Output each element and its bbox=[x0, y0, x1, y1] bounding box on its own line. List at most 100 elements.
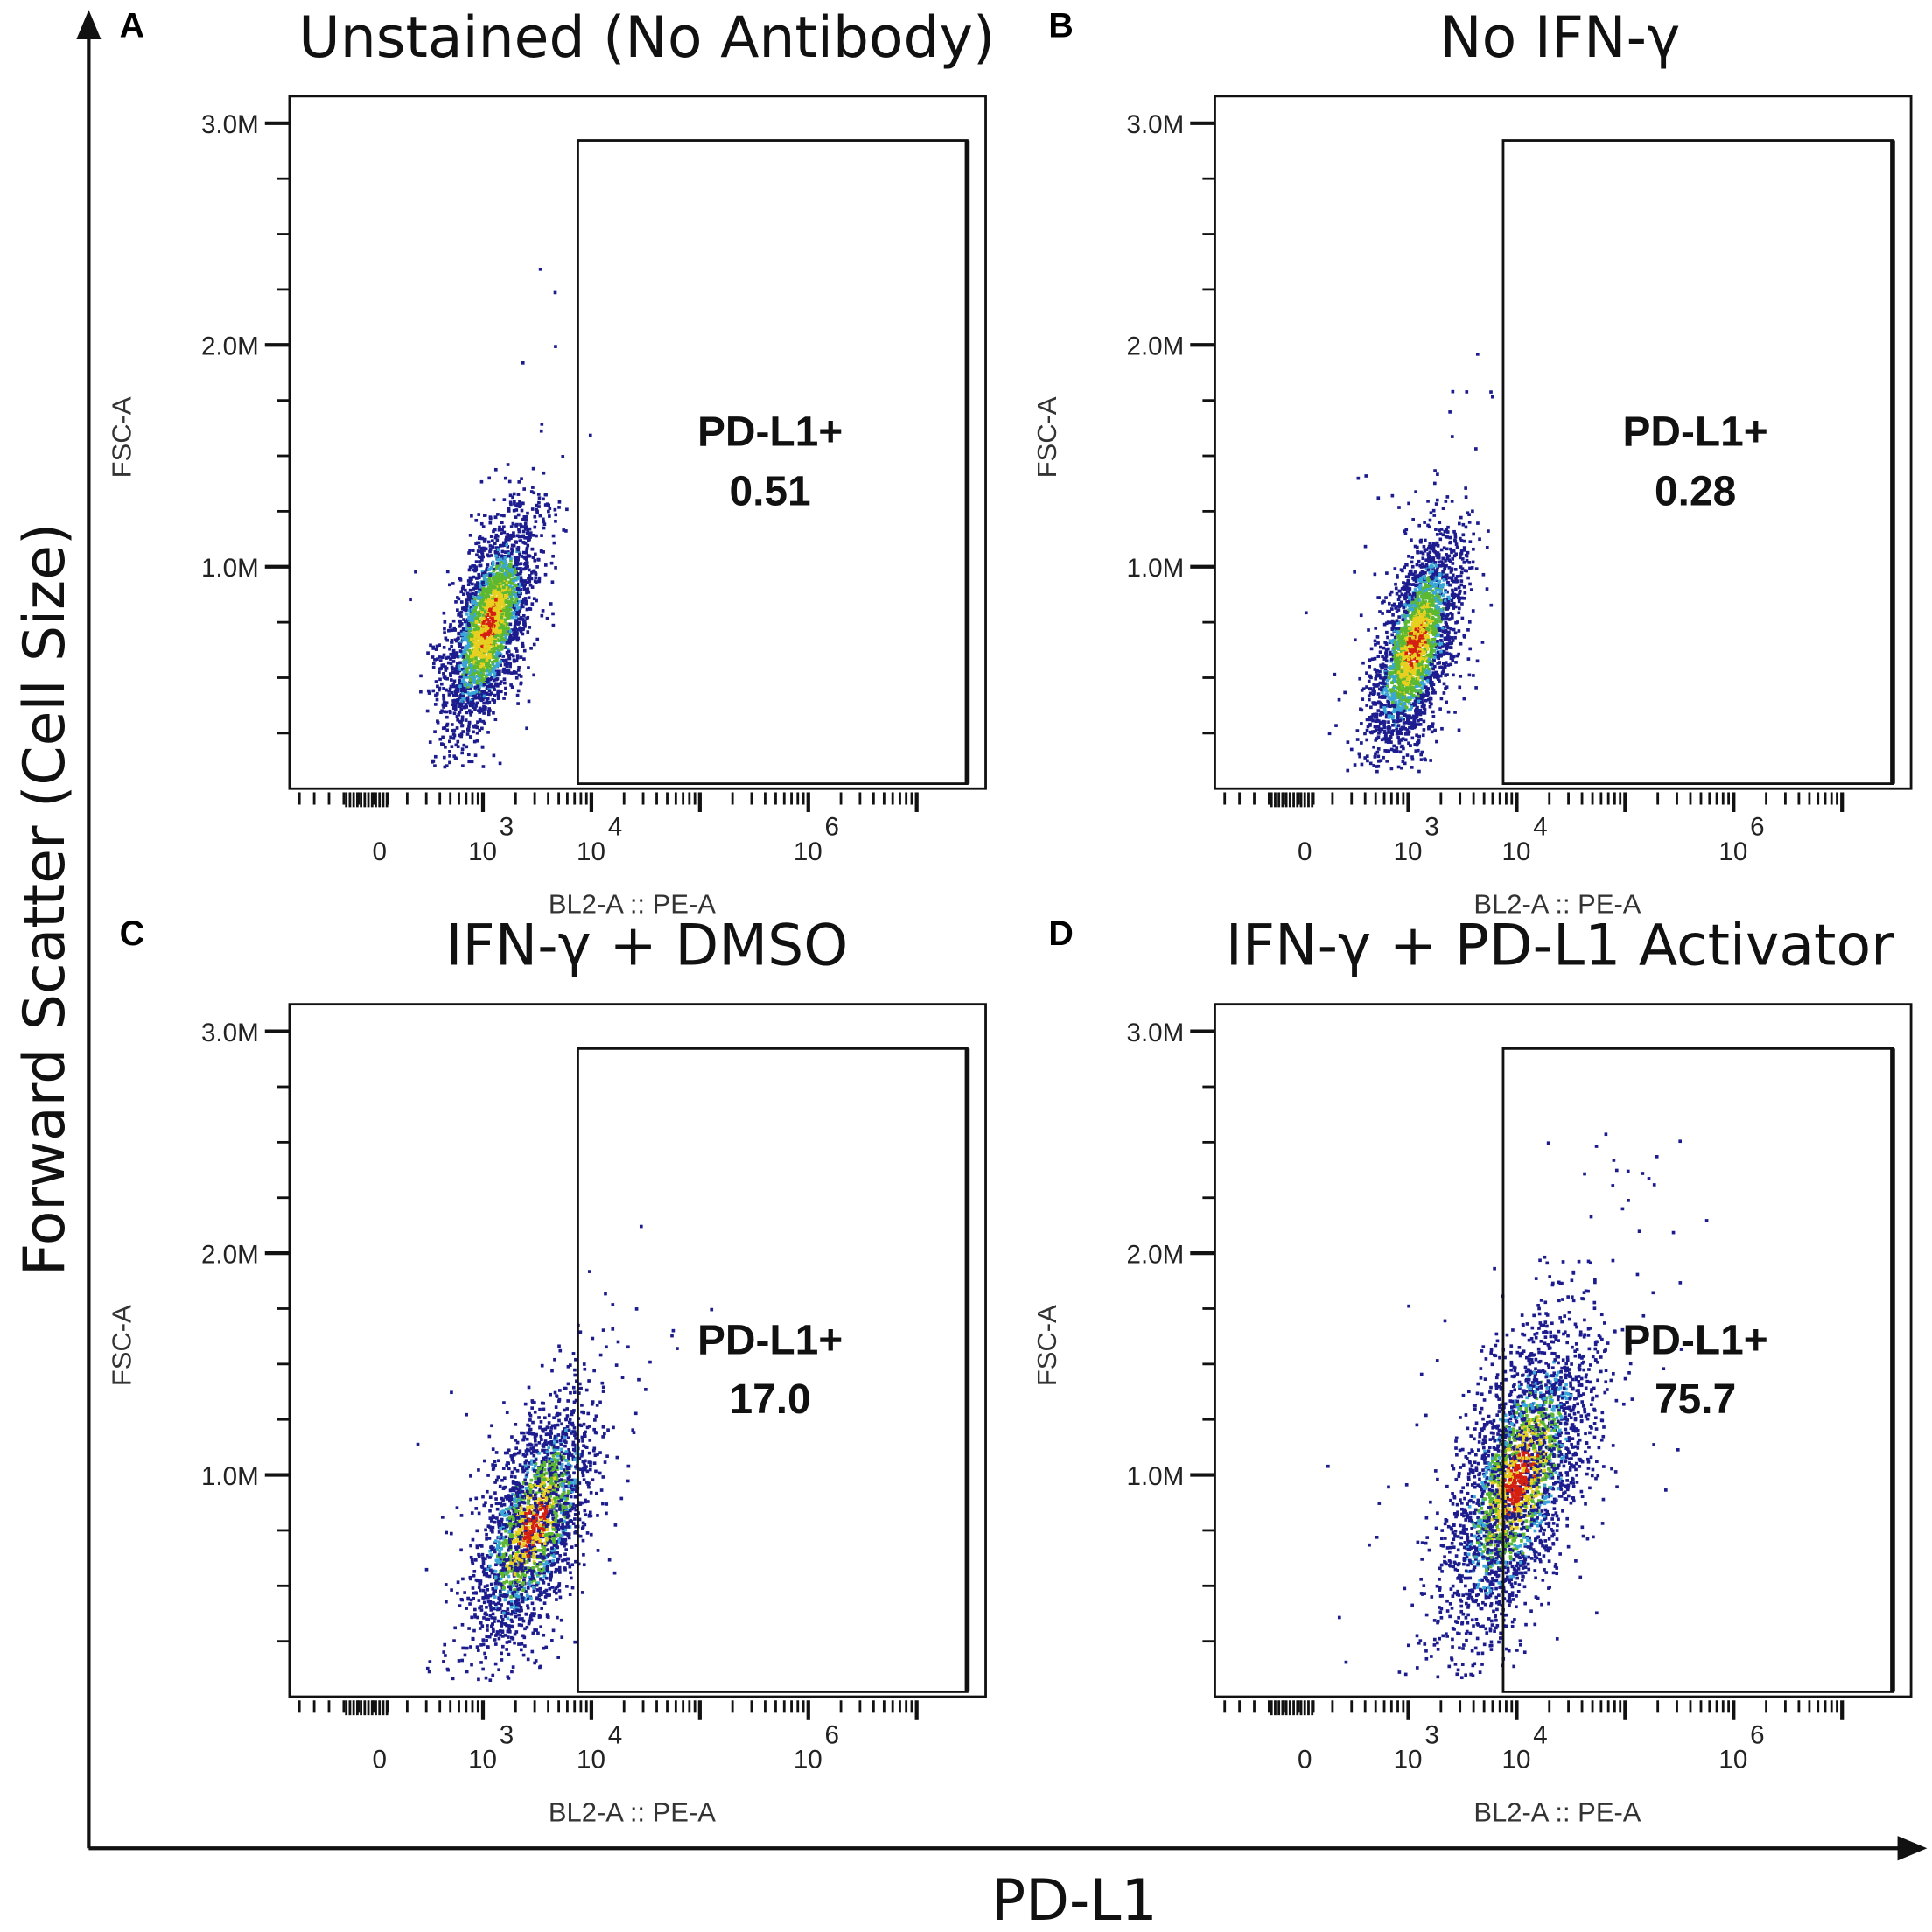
event-dot bbox=[534, 520, 538, 523]
event-dot bbox=[453, 707, 458, 711]
event-dot bbox=[505, 580, 509, 584]
event-dot bbox=[450, 628, 454, 633]
event-dot bbox=[1383, 668, 1388, 672]
event-dot bbox=[472, 672, 476, 676]
event-dot bbox=[1403, 665, 1407, 668]
event-dot bbox=[1466, 550, 1470, 555]
event-dot bbox=[1441, 570, 1445, 574]
event-dot bbox=[1410, 684, 1414, 688]
plot-frame bbox=[1214, 94, 1913, 790]
event-dot bbox=[496, 689, 500, 693]
event-dot bbox=[1392, 691, 1396, 696]
event-dot bbox=[1416, 584, 1420, 589]
pd-l1-gate[interactable] bbox=[577, 139, 969, 785]
event-dot bbox=[1376, 692, 1381, 696]
event-dot bbox=[480, 698, 484, 703]
event-dot bbox=[1410, 626, 1414, 630]
event-dot bbox=[517, 628, 521, 632]
event-dot bbox=[1358, 676, 1362, 681]
event-dot bbox=[487, 620, 491, 624]
event-dot bbox=[457, 712, 461, 717]
event-dot bbox=[508, 656, 512, 661]
event-dot bbox=[500, 626, 505, 630]
event-dot bbox=[450, 690, 454, 695]
event-dot bbox=[1382, 622, 1387, 626]
event-dot bbox=[445, 728, 449, 732]
event-dot bbox=[1421, 598, 1425, 602]
event-dot bbox=[436, 684, 439, 689]
event-dot bbox=[501, 525, 506, 529]
event-dot bbox=[1396, 647, 1400, 650]
event-dot bbox=[496, 682, 500, 686]
event-dot bbox=[461, 697, 466, 701]
event-dot bbox=[1428, 598, 1432, 602]
event-dot bbox=[1378, 610, 1382, 613]
event-dot bbox=[471, 704, 474, 708]
event-dot bbox=[528, 574, 532, 578]
event-dot bbox=[531, 556, 536, 560]
event-dot bbox=[1401, 711, 1405, 716]
event-dot bbox=[492, 620, 495, 623]
event-dot bbox=[458, 684, 462, 689]
event-dot bbox=[1394, 606, 1397, 610]
event-dot bbox=[524, 557, 528, 562]
panel-a: A Unstained (No Antibody)3.0M2.0M1.0M0 103… bbox=[106, 5, 995, 920]
event-dot bbox=[1383, 749, 1388, 752]
event-dot bbox=[469, 595, 472, 599]
event-dot bbox=[1403, 626, 1407, 630]
event-dot bbox=[480, 558, 484, 562]
event-dot bbox=[480, 664, 485, 668]
event-dot bbox=[1406, 632, 1410, 636]
event-dot bbox=[1429, 648, 1433, 653]
event-dot bbox=[1412, 725, 1417, 730]
event-dot bbox=[491, 643, 494, 648]
event-dot bbox=[531, 570, 536, 573]
event-dot bbox=[1458, 685, 1462, 690]
event-dot bbox=[1453, 538, 1457, 542]
event-dot bbox=[493, 639, 497, 643]
event-dot bbox=[483, 594, 487, 598]
event-dot bbox=[1436, 472, 1439, 476]
event-dot bbox=[442, 687, 445, 690]
event-dot bbox=[1417, 559, 1421, 564]
event-dot bbox=[503, 594, 508, 598]
event-dot bbox=[1449, 655, 1453, 659]
event-dot bbox=[486, 605, 490, 609]
event-dot bbox=[1378, 730, 1382, 733]
event-dot bbox=[1410, 669, 1414, 674]
event-dot bbox=[1392, 748, 1396, 752]
event-dot bbox=[1426, 644, 1431, 648]
event-dot bbox=[1445, 552, 1448, 556]
event-dot bbox=[445, 715, 449, 719]
event-dot bbox=[507, 509, 511, 513]
event-dot bbox=[1464, 495, 1468, 500]
event-dot bbox=[479, 654, 483, 659]
event-dot bbox=[480, 674, 484, 678]
event-dot bbox=[508, 552, 511, 556]
event-dot bbox=[525, 531, 529, 536]
event-dot bbox=[1421, 676, 1424, 680]
event-dot bbox=[468, 704, 472, 708]
event-dot bbox=[1414, 684, 1418, 689]
event-dot bbox=[1385, 630, 1389, 634]
event-dot bbox=[1432, 715, 1436, 718]
event-dot bbox=[1435, 554, 1438, 558]
event-dot bbox=[1395, 592, 1399, 596]
event-dot bbox=[467, 615, 471, 620]
event-dot bbox=[509, 591, 513, 594]
event-dot bbox=[1391, 662, 1396, 667]
event-dot bbox=[523, 624, 527, 628]
event-dot bbox=[1394, 644, 1397, 648]
event-dot bbox=[464, 659, 468, 663]
event-dot bbox=[486, 592, 490, 596]
event-dot bbox=[1412, 651, 1417, 655]
event-dot bbox=[1427, 670, 1432, 674]
event-dot bbox=[504, 562, 508, 565]
event-dot bbox=[1432, 542, 1436, 546]
event-dot bbox=[1367, 694, 1371, 698]
event-dot bbox=[491, 662, 495, 666]
event-dot bbox=[1478, 537, 1481, 542]
event-dot bbox=[1383, 676, 1387, 679]
event-dot bbox=[452, 682, 456, 686]
event-dot bbox=[1414, 620, 1418, 625]
